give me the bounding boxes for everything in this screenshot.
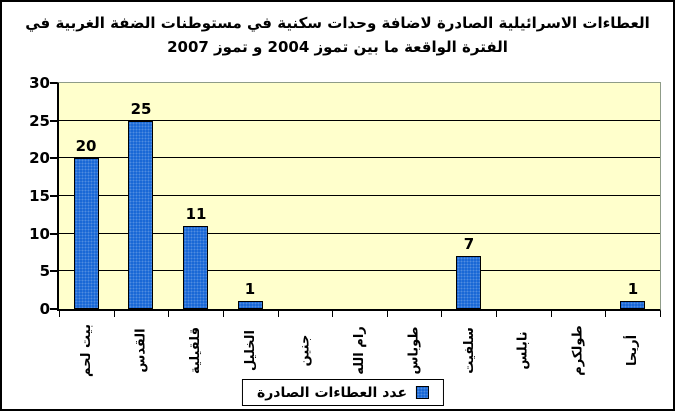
x-axis-label-text: طولكرم bbox=[570, 324, 586, 376]
x-axis-label: جنين bbox=[278, 315, 333, 385]
chart-title-line-1: العطاءات الاسرائيلية الصادرة لاضافة وحدا… bbox=[25, 14, 650, 32]
x-axis-label-text: أريحا bbox=[625, 334, 641, 366]
x-axis-label: سلفيت bbox=[441, 315, 496, 385]
bar bbox=[456, 256, 481, 309]
bar bbox=[183, 226, 208, 309]
x-axis-tick bbox=[332, 311, 333, 317]
bar-value-label: 1 bbox=[627, 280, 639, 298]
gridline bbox=[59, 195, 660, 196]
plot-area: 20 25 11 1 7 1 bbox=[57, 82, 661, 311]
bar-value-label: 11 bbox=[185, 205, 207, 223]
gridline bbox=[59, 270, 660, 272]
x-axis-label-area: بيت لحم القدس قلقيلية الخليل جنين رام الله طوب… bbox=[59, 315, 660, 385]
x-axis-tick bbox=[441, 311, 442, 317]
x-axis-label-text: بيت لحم bbox=[78, 323, 94, 377]
x-axis-label-text: نابلس bbox=[515, 330, 531, 370]
x-axis-tick bbox=[387, 311, 388, 317]
y-axis-label: 10 bbox=[29, 224, 50, 243]
gridline bbox=[59, 157, 660, 159]
legend-marker-icon bbox=[416, 386, 430, 399]
bar bbox=[620, 301, 645, 309]
x-axis-label-text: سلفيت bbox=[461, 326, 477, 374]
x-axis-tick bbox=[278, 311, 279, 317]
x-axis-tick bbox=[660, 311, 661, 317]
x-axis-label-text: الخليل bbox=[242, 329, 258, 371]
y-axis-tick bbox=[50, 195, 57, 197]
gridline bbox=[59, 232, 660, 234]
x-axis-label: نابلس bbox=[496, 315, 551, 385]
x-axis-label-text: رام الله bbox=[352, 325, 368, 375]
y-axis-tick bbox=[50, 82, 57, 84]
x-axis-label: الخليل bbox=[223, 315, 278, 385]
y-axis-tick bbox=[50, 157, 57, 160]
bar-value-label: 7 bbox=[463, 235, 475, 253]
bar bbox=[74, 158, 99, 309]
y-axis-label: 25 bbox=[29, 111, 50, 130]
y-axis-tick bbox=[50, 308, 57, 310]
bar-value-label: 25 bbox=[130, 100, 152, 118]
bar-value-label: 1 bbox=[244, 280, 256, 298]
x-axis-tick bbox=[223, 311, 224, 317]
x-axis-label: طولكرم bbox=[551, 315, 606, 385]
x-axis-tick bbox=[496, 311, 497, 317]
y-axis-label: 0 bbox=[39, 300, 50, 318]
y-axis-label: 15 bbox=[29, 187, 50, 205]
x-axis-label: قلقيلية bbox=[168, 315, 223, 385]
x-axis-label-text: القدس bbox=[133, 327, 149, 373]
y-axis-label: 5 bbox=[39, 262, 50, 281]
x-axis-tick bbox=[114, 311, 115, 317]
chart-title-line-2: الفترة الواقعة ما بين تموز 2004 و تموز 2… bbox=[167, 38, 508, 56]
y-axis-label: 20 bbox=[29, 149, 50, 168]
bar bbox=[238, 301, 263, 309]
legend: عدد العطاءات الصادرة bbox=[241, 379, 445, 406]
x-axis-label: القدس bbox=[114, 315, 169, 385]
x-axis-label: بيت لحم bbox=[59, 315, 114, 385]
x-axis-tick bbox=[168, 311, 169, 317]
y-axis-tick bbox=[50, 119, 57, 122]
x-axis-label: طوباس bbox=[387, 315, 442, 385]
legend-label: عدد العطاءات الصادرة bbox=[256, 384, 408, 401]
y-axis-tick bbox=[50, 270, 57, 273]
x-axis-label-text: قلقيلية bbox=[188, 326, 204, 374]
x-axis-label: أريحا bbox=[605, 315, 660, 385]
x-axis-label-text: جنين bbox=[297, 334, 313, 366]
x-axis-label: رام الله bbox=[332, 315, 387, 385]
x-axis-tick bbox=[59, 311, 60, 317]
x-axis-tick bbox=[605, 311, 606, 317]
x-axis-label-text: طوباس bbox=[406, 325, 422, 375]
bar-value-label: 20 bbox=[75, 137, 97, 155]
y-axis-label: 30 bbox=[29, 74, 50, 92]
y-axis-tick bbox=[50, 232, 57, 235]
x-axis-tick bbox=[551, 311, 552, 317]
chart-title: العطاءات الاسرائيلية الصادرة لاضافة وحدا… bbox=[2, 11, 673, 59]
bar bbox=[128, 121, 153, 309]
gridline bbox=[59, 119, 660, 121]
